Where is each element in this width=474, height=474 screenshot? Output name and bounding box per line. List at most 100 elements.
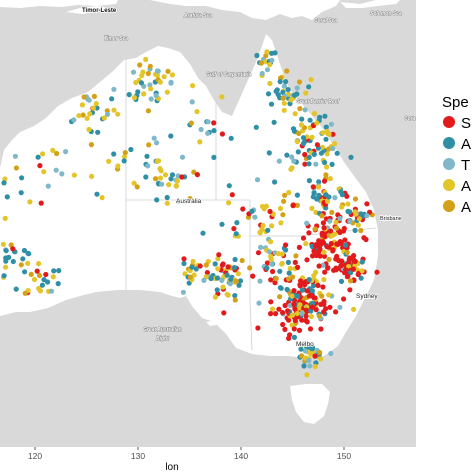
occurrence-point: [205, 119, 211, 125]
occurrence-point: [0, 241, 6, 247]
occurrence-point: [267, 62, 273, 68]
occurrence-point: [279, 261, 285, 267]
occurrence-point: [3, 248, 9, 254]
occurrence-point: [319, 293, 325, 299]
occurrence-point: [224, 291, 230, 297]
occurrence-point: [339, 204, 345, 210]
occurrence-point: [316, 238, 322, 244]
occurrence-point: [237, 278, 244, 284]
occurrence-point: [268, 311, 274, 317]
occurrence-point: [294, 310, 300, 316]
occurrence-point: [282, 192, 288, 198]
occurrence-point: [268, 299, 274, 305]
occurrence-point: [276, 306, 282, 312]
occurrence-point: [229, 192, 235, 198]
occurrence-point: [176, 198, 182, 204]
occurrence-point: [311, 248, 317, 254]
occurrence-point: [348, 270, 354, 276]
occurrence-point: [216, 252, 222, 258]
occurrence-point: [286, 270, 292, 276]
occurrence-point: [306, 293, 312, 299]
occurrence-point: [267, 208, 273, 215]
legend-label-2: A: [461, 136, 471, 153]
occurrence-point: [326, 292, 332, 298]
occurrence-point: [99, 195, 105, 201]
occurrence-point: [153, 92, 159, 99]
occurrence-point: [205, 130, 211, 136]
occurrence-point: [154, 140, 160, 146]
occurrence-point: [269, 306, 276, 312]
label-timor-sea: Timor Sea: [104, 36, 128, 42]
occurrence-point: [201, 277, 207, 283]
occurrence-point: [313, 161, 319, 167]
occurrence-point: [191, 272, 197, 278]
occurrence-point: [109, 96, 115, 102]
occurrence-point: [190, 83, 196, 89]
occurrence-point: [334, 150, 340, 156]
occurrence-point: [287, 265, 293, 272]
occurrence-point: [296, 305, 302, 311]
occurrence-point: [145, 70, 151, 77]
occurrence-point: [312, 353, 318, 359]
occurrence-point: [22, 269, 28, 275]
occurrence-point: [364, 213, 370, 219]
occurrence-point: [302, 348, 308, 354]
occurrence-point: [322, 113, 328, 119]
legend-key-4: [443, 179, 455, 191]
occurrence-point: [303, 90, 309, 96]
occurrence-point: [258, 60, 264, 66]
occurrence-point: [221, 310, 227, 316]
occurrence-point: [309, 205, 315, 211]
occurrence-point: [126, 92, 132, 98]
occurrence-point: [10, 258, 16, 265]
occurrence-point: [312, 295, 318, 301]
occurrence-point: [40, 151, 46, 157]
occurrence-point: [299, 116, 305, 122]
occurrence-point: [329, 209, 335, 215]
occurrence-point: [233, 231, 239, 237]
occurrence-point: [264, 67, 271, 73]
occurrence-point: [111, 86, 117, 92]
occurrence-point: [18, 262, 24, 268]
occurrence-point: [307, 363, 313, 369]
occurrence-point: [286, 276, 292, 282]
occurrence-point: [316, 184, 322, 190]
occurrence-point: [343, 267, 349, 273]
occurrence-point: [321, 253, 328, 259]
occurrence-point: [271, 119, 277, 125]
occurrence-points: [0, 49, 380, 378]
occurrence-point: [313, 252, 319, 259]
occurrence-point: [272, 179, 278, 185]
occurrence-point: [292, 259, 298, 265]
occurrence-point: [200, 230, 206, 236]
indonesia-landmass: [0, 0, 118, 8]
occurrence-point: [169, 172, 176, 178]
occurrence-point: [330, 247, 336, 253]
label-melbourne: Melbo: [296, 341, 314, 348]
occurrence-point: [301, 363, 307, 369]
occurrence-point: [36, 285, 42, 292]
occurrence-point: [322, 159, 328, 166]
occurrence-point: [345, 273, 351, 279]
occurrence-point: [10, 246, 16, 252]
occurrence-point: [190, 258, 196, 265]
occurrence-point: [352, 196, 359, 202]
legend: Spe S A T A A: [442, 94, 471, 216]
occurrence-point: [328, 228, 334, 234]
occurrence-point: [291, 158, 297, 164]
occurrence-point: [328, 121, 334, 127]
occurrence-point: [283, 79, 289, 85]
occurrence-point: [312, 226, 318, 232]
occurrence-point: [359, 259, 365, 265]
occurrence-point: [3, 264, 9, 270]
occurrence-point: [295, 293, 301, 299]
occurrence-point: [13, 165, 19, 171]
occurrence-point: [327, 176, 333, 182]
occurrence-point: [337, 239, 343, 245]
occurrence-point: [50, 147, 56, 153]
label-gulf-carpentaria: Gulf of Carpentaria: [206, 72, 252, 78]
occurrence-point: [187, 196, 193, 202]
occurrence-point: [211, 128, 217, 134]
occurrence-point: [363, 236, 369, 243]
occurrence-point: [337, 304, 343, 310]
